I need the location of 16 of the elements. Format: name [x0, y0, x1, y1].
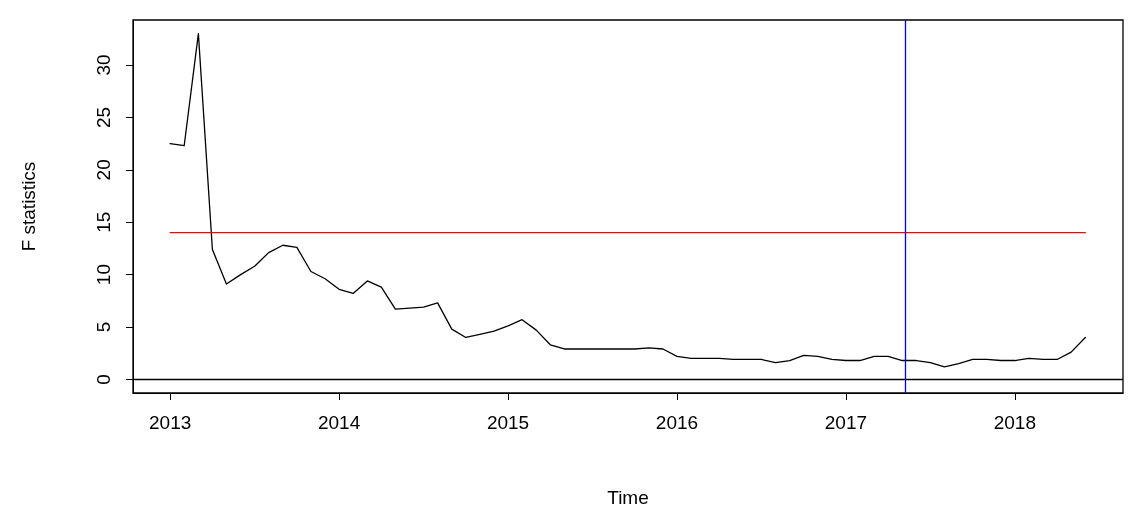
y-tick-label: 0 — [93, 374, 114, 385]
x-axis-title: Time — [607, 487, 649, 508]
x-tick-label: 2018 — [993, 412, 1037, 433]
y-tick-label: 30 — [93, 54, 114, 76]
y-tick-label: 15 — [93, 211, 114, 233]
x-tick-label: 2013 — [149, 412, 192, 433]
y-tick-label: 25 — [93, 106, 114, 129]
x-tick-label: 2014 — [317, 412, 361, 433]
y-tick-label: 10 — [93, 264, 114, 286]
y-axis-title: F statistics — [18, 161, 39, 252]
y-tick-label: 5 — [93, 321, 114, 333]
x-tick-label: 2017 — [824, 412, 868, 433]
x-tick-label: 2015 — [486, 412, 530, 433]
x-tick-label: 2016 — [655, 412, 699, 433]
line-series — [169, 32, 1086, 368]
y-tick-label: 20 — [93, 159, 114, 181]
